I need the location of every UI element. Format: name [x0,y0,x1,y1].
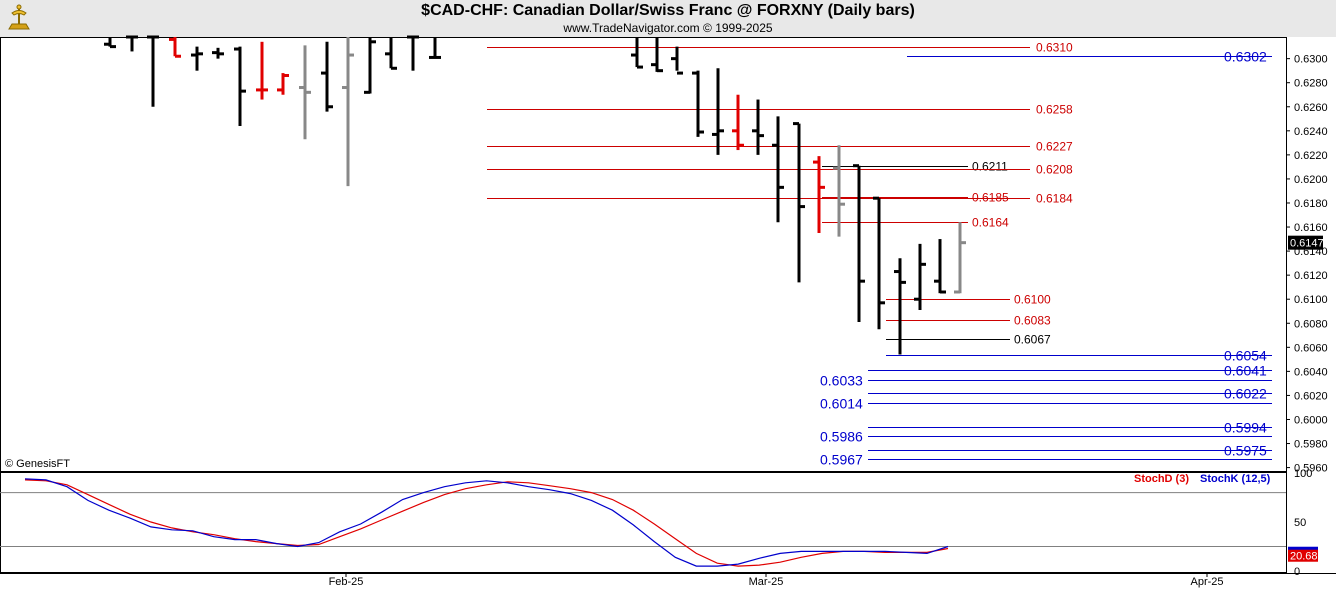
x-tick-label: Feb-25 [329,576,364,588]
level-label: 0.6041 [1224,363,1267,379]
level-label: 0.5967 [820,452,863,468]
last-price-badge [1288,235,1323,250]
x-tick-label: Mar-25 [749,576,784,588]
level-label: 0.6227 [1036,140,1073,154]
stoch-tick-label: 100 [1294,468,1312,480]
price-tick-label: 0.6060 [1294,342,1328,354]
price-tick-label: 0.6020 [1294,390,1328,402]
level-label: 0.6067 [1014,333,1051,347]
chart-header [0,0,1336,37]
legend-stochK: StochK (12,5) [1200,473,1271,485]
price-panel-frame [0,37,1287,472]
level-label: 0.5986 [820,429,863,445]
level-label: 0.6211 [972,160,1008,174]
price-tick-label: 0.6300 [1294,54,1328,66]
level-label: 0.5994 [1224,420,1267,436]
price-tick-label: 0.6040 [1294,366,1328,378]
level-label: 0.6022 [1224,386,1267,402]
stoch-panel-frame [0,472,1287,573]
level-label: 0.6083 [1014,314,1051,328]
price-tick-label: 0.5980 [1294,439,1328,451]
level-label: 0.6033 [820,373,863,389]
copyright-label: © GenesisFT [5,458,70,470]
stoch-tick-label: 50 [1294,517,1306,529]
stoch-series-line [24,479,949,567]
last-price-label: 0.6147 [1290,238,1324,250]
stoch-series-line [24,478,949,567]
price-tick-label: 0.6100 [1294,294,1328,306]
level-label: 0.6184 [1036,192,1073,206]
price-tick-label: 0.6220 [1294,150,1328,162]
legend-stochD: StochD (3) [1134,473,1189,485]
price-tick-label: 0.6260 [1294,102,1328,114]
price-tick-label: 0.6200 [1294,174,1328,186]
level-label: 0.5975 [1224,443,1267,459]
level-label: 0.6302 [1224,49,1267,65]
chart-subtitle: www.TradeNavigator.com © 1999-2025 [563,21,773,35]
stochD-last-badge [1288,549,1318,562]
level-label: 0.6100 [1014,293,1051,307]
price-tick-label: 0.6280 [1294,78,1328,90]
stoch-tick-label: 0 [1294,566,1300,578]
level-label: 0.6208 [1036,163,1073,177]
level-label: 0.6164 [972,216,1009,230]
stoch-last-value: 20.68 [1290,551,1318,563]
stochK-last-badge [1288,546,1318,552]
chart-title: $CAD-CHF: Canadian Dollar/Swiss Franc @ … [421,2,915,19]
price-tick-label: 0.6240 [1294,126,1328,138]
level-label: 0.6258 [1036,103,1073,117]
level-label: 0.6014 [820,396,863,412]
level-label: 0.6054 [1224,348,1267,364]
price-tick-label: 0.6120 [1294,270,1328,282]
price-tick-label: 0.6000 [1294,414,1328,426]
trade-navigator-logo [8,4,30,30]
price-tick-label: 0.5960 [1294,463,1328,475]
price-tick-label: 0.6180 [1294,198,1328,210]
x-tick-label: Apr-25 [1190,576,1223,588]
price-tick-label: 0.6160 [1294,222,1328,234]
price-tick-label: 0.6080 [1294,318,1328,330]
level-label: 0.6310 [1036,41,1073,55]
level-label: 0.6185 [972,191,1009,205]
